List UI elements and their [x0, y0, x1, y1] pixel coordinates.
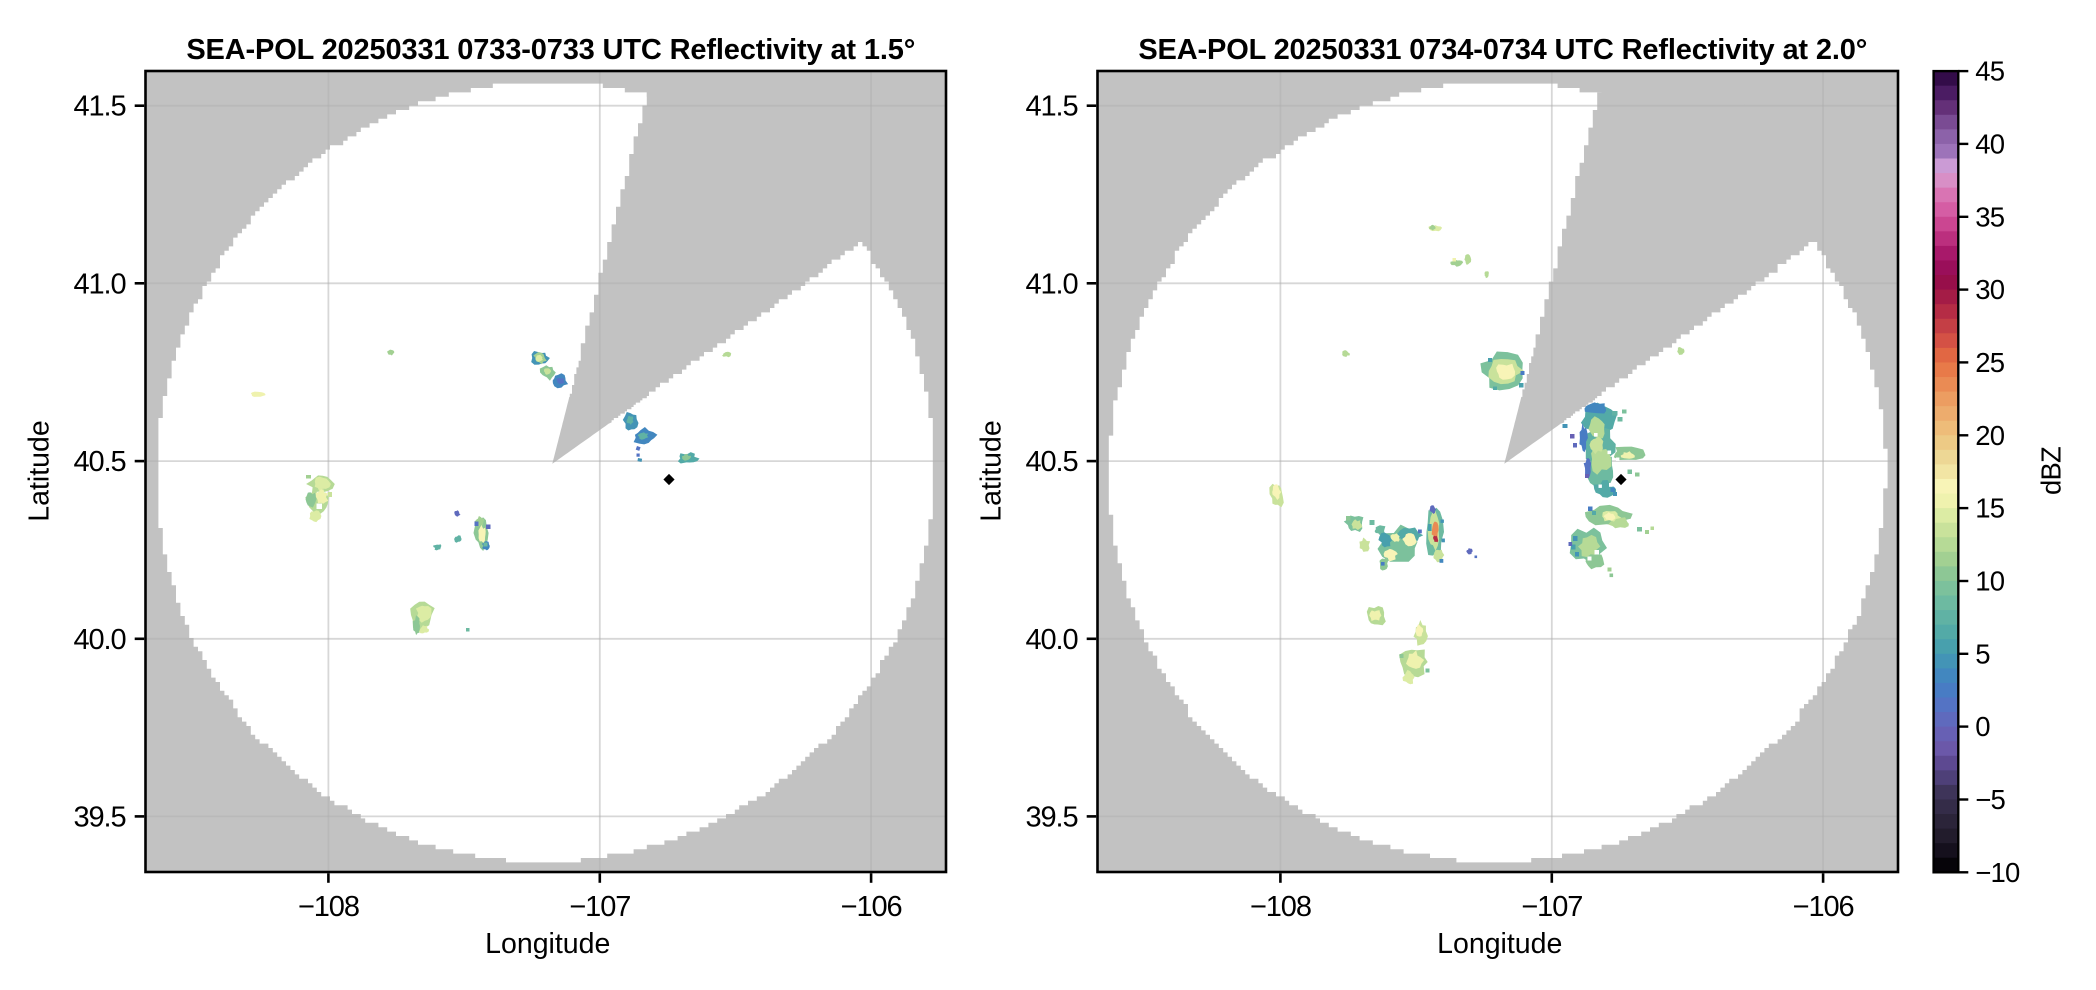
svg-text:−107: −107 — [1521, 891, 1582, 923]
svg-text:SEA-POL 20250331 0734-0734 UTC: SEA-POL 20250331 0734-0734 UTC Reflectiv… — [1138, 34, 1867, 66]
svg-text:−5: −5 — [1975, 784, 2005, 815]
svg-text:Latitude: Latitude — [976, 420, 1008, 521]
svg-text:−108: −108 — [1250, 891, 1311, 923]
svg-text:25: 25 — [1975, 347, 2004, 378]
svg-text:41.5: 41.5 — [1025, 91, 1077, 123]
svg-text:20: 20 — [1975, 420, 2004, 451]
svg-text:Longitude: Longitude — [1437, 928, 1562, 960]
svg-text:35: 35 — [1975, 201, 2004, 232]
svg-text:0: 0 — [1975, 711, 1990, 742]
svg-text:40.5: 40.5 — [73, 446, 125, 478]
svg-text:41.5: 41.5 — [73, 91, 125, 123]
svg-text:39.5: 39.5 — [1025, 801, 1077, 833]
svg-text:Latitude: Latitude — [24, 420, 56, 521]
svg-text:41.0: 41.0 — [73, 268, 125, 300]
svg-text:40.0: 40.0 — [73, 624, 125, 656]
svg-text:41.0: 41.0 — [1025, 268, 1077, 300]
svg-text:Longitude: Longitude — [485, 928, 610, 960]
svg-text:−10: −10 — [1975, 857, 2020, 888]
svg-text:−106: −106 — [841, 891, 902, 923]
svg-text:40: 40 — [1975, 128, 2004, 159]
svg-text:30: 30 — [1975, 274, 2004, 305]
svg-text:SEA-POL 20250331 0733-0733 UTC: SEA-POL 20250331 0733-0733 UTC Reflectiv… — [186, 34, 915, 66]
svg-text:15: 15 — [1975, 493, 2004, 524]
svg-text:40.5: 40.5 — [1025, 446, 1077, 478]
svg-text:5: 5 — [1975, 638, 1990, 669]
svg-text:45: 45 — [1975, 56, 2004, 87]
svg-text:40.0: 40.0 — [1025, 624, 1077, 656]
svg-text:−108: −108 — [298, 891, 359, 923]
svg-text:10: 10 — [1975, 566, 2004, 597]
svg-text:39.5: 39.5 — [73, 801, 125, 833]
svg-text:dBZ: dBZ — [2036, 447, 2067, 495]
svg-text:−107: −107 — [569, 891, 630, 923]
svg-text:−106: −106 — [1793, 891, 1854, 923]
